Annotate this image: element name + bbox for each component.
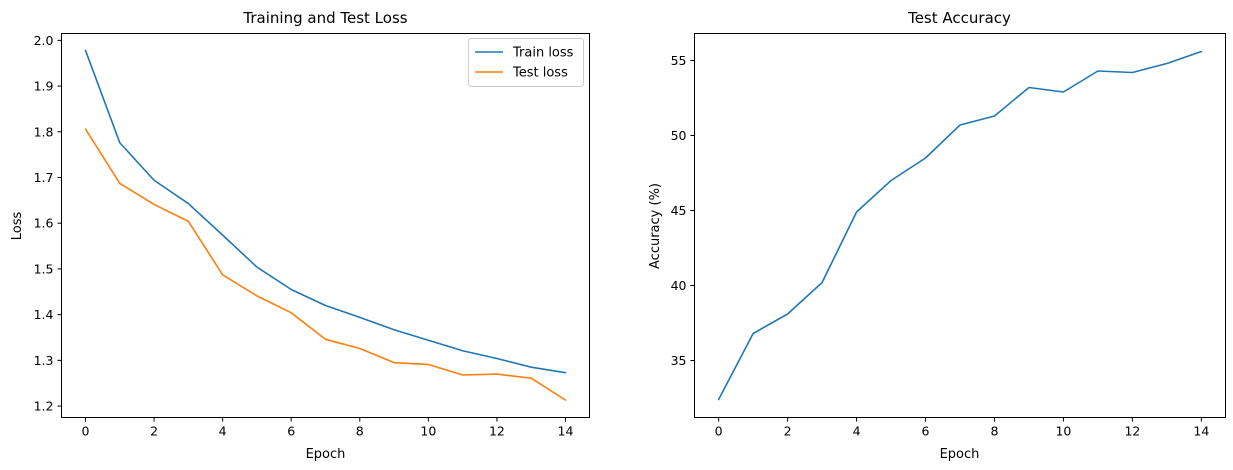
loss-chart-title: Training and Test Loss bbox=[242, 9, 407, 27]
loss-chart-lines bbox=[84, 49, 567, 401]
accuracy-chart-x-tick-label: 0 bbox=[715, 424, 723, 439]
loss-chart-y-tick-label: 1.5 bbox=[34, 261, 54, 276]
loss-chart-x-tick-label: 10 bbox=[420, 424, 436, 439]
accuracy-chart-x-tick-label: 14 bbox=[1193, 424, 1209, 439]
loss-chart-series-train-loss bbox=[84, 49, 567, 374]
accuracy-chart-x-tick-label: 2 bbox=[784, 424, 792, 439]
accuracy-chart-y-tick-label: 50 bbox=[671, 128, 687, 143]
loss-chart-y-tick-label: 1.9 bbox=[34, 79, 54, 94]
accuracy-chart-x-tick-label: 6 bbox=[922, 424, 930, 439]
loss-chart-x-ticks: 0 2 4 6 8 10 12 14 bbox=[82, 417, 574, 439]
accuracy-chart-x-tick-label: 4 bbox=[853, 424, 861, 439]
legend-label-test-loss: Test loss bbox=[512, 66, 568, 81]
accuracy-chart-y-tick-label: 45 bbox=[671, 203, 687, 218]
loss-chart-frame bbox=[61, 33, 590, 418]
accuracy-chart-x-tick-label: 8 bbox=[991, 424, 999, 439]
loss-chart-series-test-loss bbox=[84, 128, 567, 401]
loss-chart-y-tick-label: 1.3 bbox=[34, 353, 54, 368]
accuracy-chart-lines bbox=[717, 50, 1203, 401]
loss-chart-x-tick-label: 12 bbox=[489, 424, 505, 439]
loss-chart-y-tick-label: 1.6 bbox=[34, 216, 54, 231]
accuracy-chart-frame bbox=[694, 33, 1226, 418]
legend-label-train-loss: Train loss bbox=[512, 46, 574, 61]
loss-chart-x-tick-label: 14 bbox=[558, 424, 574, 439]
accuracy-chart-xlabel: Epoch bbox=[940, 447, 980, 462]
accuracy-chart-series-accuracy bbox=[717, 50, 1203, 401]
accuracy-chart-x-ticks: 0 2 4 6 8 10 12 14 bbox=[715, 417, 1209, 439]
loss-chart-x-tick-label: 8 bbox=[356, 424, 364, 439]
loss-chart-y-tick-label: 1.7 bbox=[34, 170, 54, 185]
loss-chart-y-ticks: 1.2 1.3 1.4 1.5 1.6 1.7 1.8 1.9 2.0 bbox=[34, 33, 62, 414]
legend-box bbox=[468, 38, 584, 87]
loss-chart: Training and Test Loss Epoch Loss 0 2 4 6 8 1… bbox=[10, 9, 590, 462]
loss-chart-x-tick-label: 6 bbox=[287, 424, 295, 439]
accuracy-chart-y-tick-label: 40 bbox=[671, 278, 687, 293]
accuracy-chart-y-tick-label: 55 bbox=[671, 53, 687, 68]
loss-chart-y-tick-label: 2.0 bbox=[34, 33, 54, 48]
accuracy-chart-x-tick-label: 10 bbox=[1055, 424, 1071, 439]
accuracy-chart-x-tick-label: 12 bbox=[1124, 424, 1140, 439]
loss-chart-y-tick-label: 1.2 bbox=[34, 399, 54, 414]
loss-chart-y-tick-label: 1.4 bbox=[34, 307, 54, 322]
loss-chart-x-tick-label: 2 bbox=[150, 424, 158, 439]
loss-chart-legend: Train loss Test loss bbox=[468, 38, 584, 87]
accuracy-chart-title: Test Accuracy bbox=[907, 9, 1011, 27]
loss-chart-xlabel: Epoch bbox=[306, 447, 346, 462]
accuracy-chart-y-tick-label: 35 bbox=[671, 353, 687, 368]
accuracy-chart-y-ticks: 35 40 45 50 55 bbox=[671, 53, 695, 368]
accuracy-chart-ylabel: Accuracy (%) bbox=[648, 183, 663, 269]
loss-chart-y-tick-label: 1.8 bbox=[34, 124, 54, 139]
accuracy-chart: Test Accuracy Epoch Accuracy (%) 0 2 4 6 8 10… bbox=[648, 9, 1226, 462]
loss-chart-ylabel: Loss bbox=[10, 212, 25, 241]
loss-chart-x-tick-label: 0 bbox=[82, 424, 90, 439]
loss-chart-x-tick-label: 4 bbox=[219, 424, 227, 439]
